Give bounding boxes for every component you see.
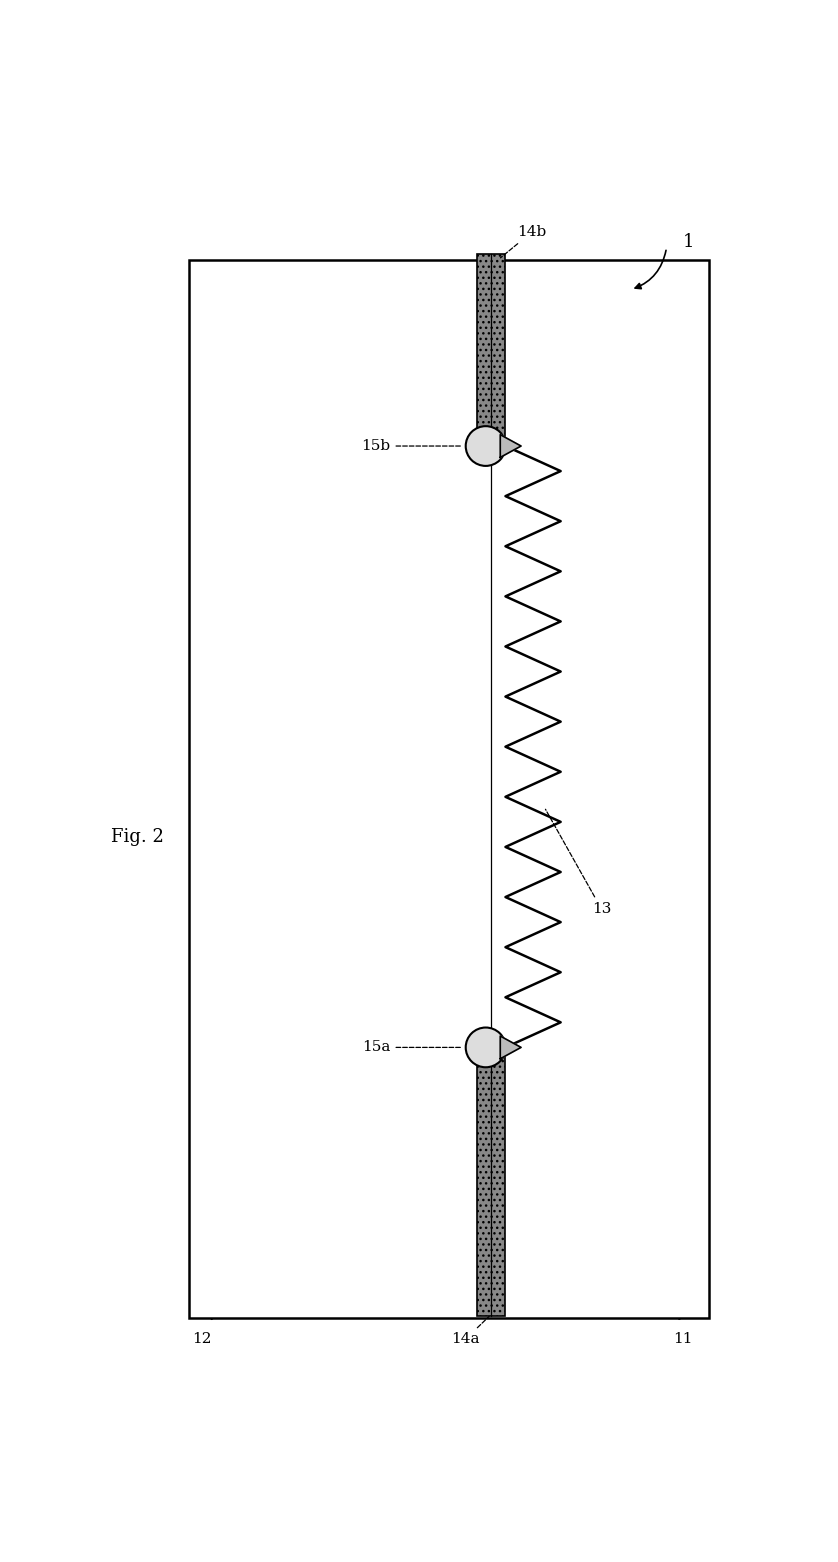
Ellipse shape — [466, 426, 505, 465]
Text: 15b: 15b — [361, 439, 461, 453]
Text: 1: 1 — [683, 233, 694, 250]
Polygon shape — [500, 434, 521, 458]
Text: 12: 12 — [193, 1332, 212, 1346]
Text: 14a: 14a — [451, 1317, 489, 1346]
Polygon shape — [500, 1036, 521, 1059]
Ellipse shape — [466, 1028, 505, 1067]
Text: 15a: 15a — [362, 1040, 461, 1054]
Bar — [477, 253, 505, 447]
Bar — [189, 259, 709, 1318]
Text: Fig. 2: Fig. 2 — [111, 828, 163, 847]
Bar — [477, 1048, 505, 1315]
Text: 13: 13 — [546, 809, 611, 915]
Text: 11: 11 — [673, 1332, 692, 1346]
Text: 14b: 14b — [500, 225, 546, 258]
